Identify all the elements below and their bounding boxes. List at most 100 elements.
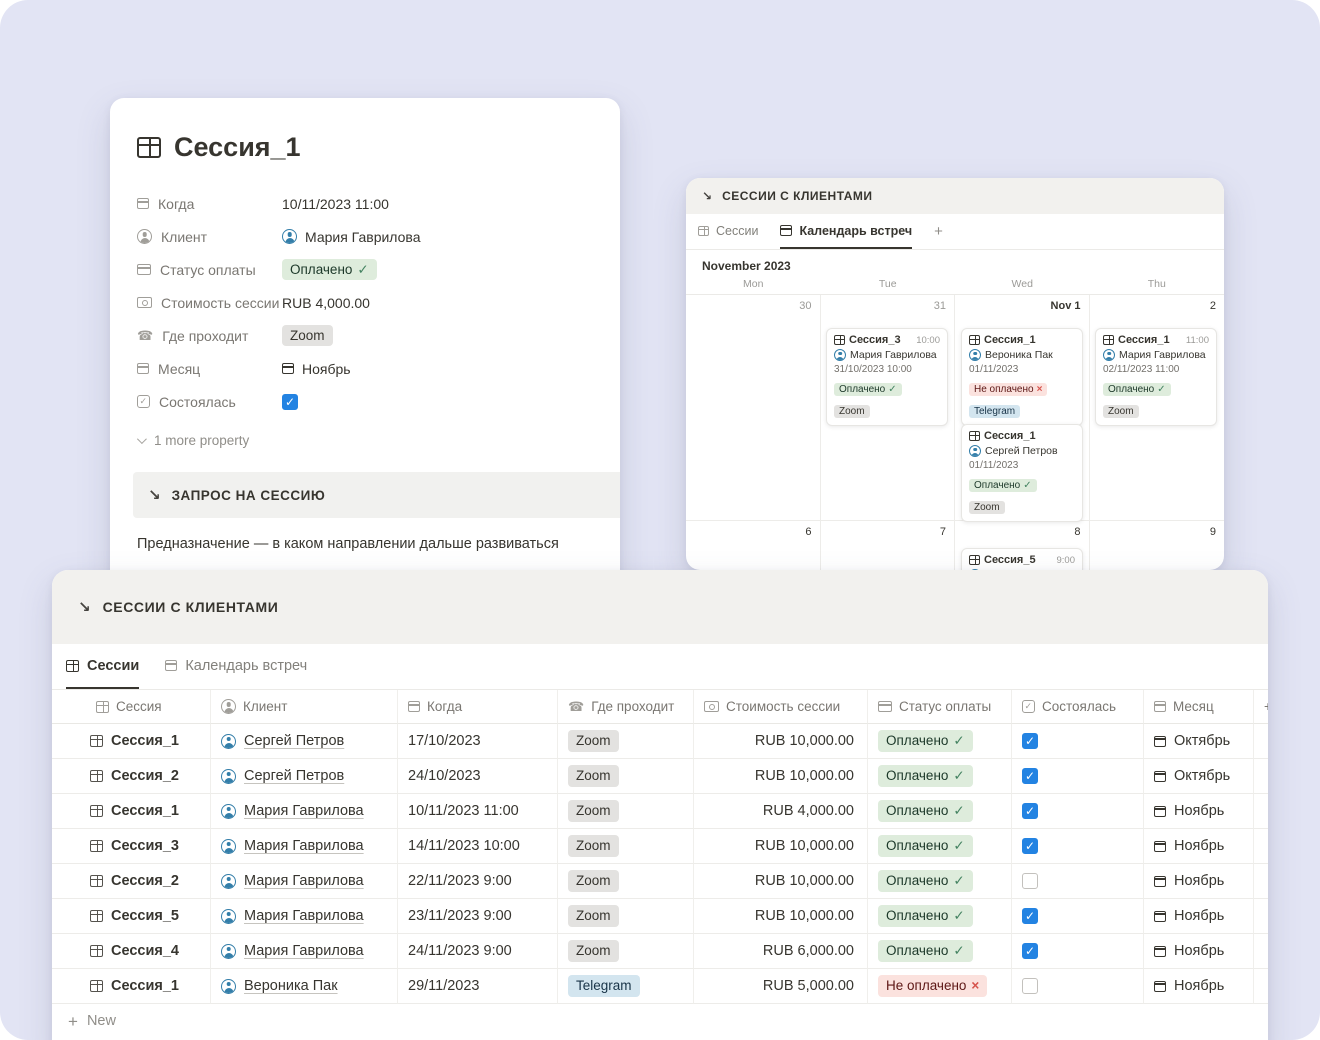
where-cell[interactable]: Zoom — [558, 724, 694, 759]
status-badge[interactable]: Оплачено ✓ — [878, 940, 973, 962]
cost-cell[interactable]: RUB 5,000.00 — [694, 969, 868, 1004]
session-cell[interactable]: Сессия_2 — [52, 864, 211, 899]
client-link[interactable]: Мария Гаврилова — [244, 943, 364, 959]
status-badge[interactable]: Оплачено ✓ — [878, 765, 973, 787]
session-title[interactable]: Сессия_1 — [111, 803, 179, 819]
done-cell[interactable] — [1012, 899, 1144, 934]
month-cell[interactable]: Октябрь — [1144, 724, 1254, 759]
client-cell[interactable]: Сергей Петров — [211, 759, 398, 794]
table-row[interactable]: Сессия_1 Мария Гаврилова 10/11/2023 11:0… — [52, 794, 1268, 829]
where-cell[interactable]: Zoom — [558, 899, 694, 934]
property-row-done[interactable]: Состоялась — [137, 385, 596, 418]
session-cell[interactable]: Сессия_1 — [52, 969, 211, 1004]
session-cell[interactable]: Сессия_1 — [52, 794, 211, 829]
client-cell[interactable]: Мария Гаврилова — [211, 934, 398, 969]
where-cell[interactable]: Zoom — [558, 864, 694, 899]
when-cell[interactable]: 24/11/2023 9:00 — [398, 934, 558, 969]
session-cell[interactable]: Сессия_3 — [52, 829, 211, 864]
client-cell[interactable]: Мария Гаврилова — [211, 864, 398, 899]
calendar-day-cell[interactable]: 31 — [820, 295, 955, 521]
done-cell[interactable] — [1012, 934, 1144, 969]
cost-cell[interactable]: RUB 10,000.00 — [694, 724, 868, 759]
session-title[interactable]: Сессия_3 — [111, 838, 179, 854]
when-cell[interactable]: 22/11/2023 9:00 — [398, 864, 558, 899]
column-header-done[interactable]: Состоялась — [1012, 690, 1144, 724]
client-link[interactable]: Мария Гаврилова — [244, 873, 364, 889]
page-title[interactable]: Сессия_1 — [174, 132, 301, 162]
cost-cell[interactable]: RUB 10,000.00 — [694, 759, 868, 794]
property-value[interactable] — [282, 393, 298, 410]
where-badge[interactable]: Zoom — [568, 800, 619, 822]
when-cell[interactable]: 17/10/2023 — [398, 724, 558, 759]
calendar-event[interactable]: Сессия_1 Вероника Пак 01/11/2023 Не опла… — [961, 328, 1083, 426]
client-cell[interactable]: Мария Гаврилова — [211, 794, 398, 829]
where-badge[interactable]: Zoom — [568, 765, 619, 787]
session-title[interactable]: Сессия_1 — [111, 978, 179, 994]
status-badge[interactable]: Оплачено ✓ — [282, 258, 377, 281]
calendar-event[interactable]: Сессия_3 10:00 Мария Гаврилова 31/10/202… — [826, 328, 948, 426]
add-view-button[interactable]: + — [934, 223, 943, 240]
month-cell[interactable]: Ноябрь — [1144, 899, 1254, 934]
cost-cell[interactable]: RUB 10,000.00 — [694, 899, 868, 934]
property-row-month[interactable]: Месяц Ноябрь — [137, 352, 596, 385]
calendar-day-cell[interactable]: 7 — [821, 521, 955, 570]
client-cell[interactable]: Вероника Пак — [211, 969, 398, 1004]
event-title[interactable]: Сессия_5 — [984, 554, 1036, 566]
session-cell[interactable]: Сессия_2 — [52, 759, 211, 794]
column-header-client[interactable]: Клиент — [211, 690, 398, 724]
session-title[interactable]: Сессия_2 — [111, 768, 179, 784]
client-link[interactable]: Сергей Петров — [244, 768, 345, 784]
calendar-day-cell[interactable]: 30 — [686, 295, 821, 521]
add-column-button[interactable]: + — [1254, 690, 1268, 724]
event-title[interactable]: Сессия_3 — [849, 334, 901, 346]
where-badge[interactable]: Zoom — [568, 905, 619, 927]
when-cell[interactable]: 23/11/2023 9:00 — [398, 899, 558, 934]
database-title[interactable]: СЕССИИ С КЛИЕНТАМИ — [722, 189, 873, 203]
where-badge[interactable]: Zoom — [568, 870, 619, 892]
where-cell[interactable]: Zoom — [558, 934, 694, 969]
property-value[interactable]: Оплачено ✓ — [282, 258, 377, 281]
client-link[interactable]: Мария Гаврилова — [244, 803, 364, 819]
where-badge[interactable]: Zoom — [568, 835, 619, 857]
done-checkbox[interactable] — [1022, 978, 1038, 994]
column-header-where[interactable]: ☎ Где проходит — [558, 690, 694, 724]
status-cell[interactable]: Оплачено ✓ — [868, 934, 1012, 969]
month-cell[interactable]: Ноябрь — [1144, 934, 1254, 969]
column-header-cost[interactable]: Стоимость сессии — [694, 690, 868, 724]
done-checkbox[interactable] — [1022, 943, 1038, 959]
property-value[interactable]: Ноябрь — [282, 361, 351, 377]
status-cell[interactable]: Оплачено ✓ — [868, 864, 1012, 899]
database-title[interactable]: СЕССИИ С КЛИЕНТАМИ — [102, 599, 279, 615]
when-cell[interactable]: 24/10/2023 — [398, 759, 558, 794]
where-cell[interactable]: Telegram — [558, 969, 694, 1004]
event-title[interactable]: Сессия_1 — [984, 430, 1036, 442]
month-cell[interactable]: Ноябрь — [1144, 794, 1254, 829]
where-cell[interactable]: Zoom — [558, 759, 694, 794]
done-checkbox[interactable] — [1022, 803, 1038, 819]
status-cell[interactable]: Оплачено ✓ — [868, 829, 1012, 864]
session-cell[interactable]: Сессия_4 — [52, 934, 211, 969]
status-badge[interactable]: Оплачено ✓ — [878, 905, 973, 927]
calendar-day-cell[interactable]: 8 — [955, 521, 1090, 570]
table-row[interactable]: Сессия_5 Мария Гаврилова 23/11/2023 9:00… — [52, 899, 1268, 934]
property-row-client[interactable]: Клиент Мария Гаврилова — [137, 220, 596, 253]
done-checkbox[interactable] — [1022, 908, 1038, 924]
done-cell[interactable] — [1012, 829, 1144, 864]
client-cell[interactable]: Мария Гаврилова — [211, 899, 398, 934]
property-value[interactable]: RUB 4,000.00 — [282, 294, 370, 311]
when-cell[interactable]: 14/11/2023 10:00 — [398, 829, 558, 864]
done-checkbox[interactable] — [1022, 768, 1038, 784]
request-section-callout[interactable]: ↘ ЗАПРОС НА СЕССИЮ — [133, 472, 620, 518]
tab-sessions[interactable]: Сессии — [698, 214, 758, 249]
where-cell[interactable]: Zoom — [558, 794, 694, 829]
done-checkbox[interactable] — [282, 393, 298, 410]
table-row[interactable]: Сессия_3 Мария Гаврилова 14/11/2023 10:0… — [52, 829, 1268, 864]
body-paragraph[interactable]: Предназначение — в каком направлении дал… — [137, 536, 559, 552]
event-title[interactable]: Сессия_1 — [1118, 334, 1170, 346]
where-cell[interactable]: Zoom — [558, 829, 694, 864]
when-cell[interactable]: 29/11/2023 — [398, 969, 558, 1004]
done-cell[interactable] — [1012, 864, 1144, 899]
status-badge[interactable]: Оплачено ✓ — [878, 730, 973, 752]
month-cell[interactable]: Октябрь — [1144, 759, 1254, 794]
status-cell[interactable]: Оплачено ✓ — [868, 759, 1012, 794]
